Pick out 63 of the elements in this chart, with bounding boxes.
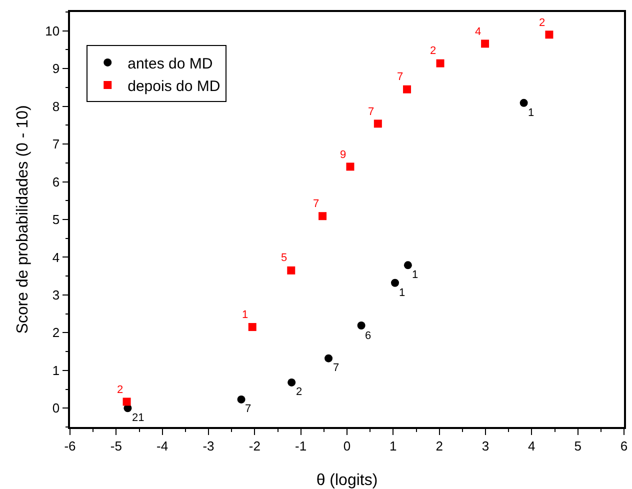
x-tick-label: -1 — [295, 438, 307, 454]
point — [288, 378, 296, 386]
point — [248, 323, 256, 332]
point — [391, 278, 400, 287]
y-tick-label: 9 — [52, 61, 60, 76]
x-tick-label: 6 — [620, 438, 628, 454]
annotation: 1 — [412, 269, 418, 281]
annotation: 5 — [281, 252, 288, 264]
point — [404, 261, 412, 270]
point — [346, 162, 354, 171]
point — [287, 266, 296, 274]
point — [357, 322, 366, 330]
annotation: 6 — [365, 330, 372, 342]
y-tick-label: 8 — [52, 98, 60, 114]
point — [403, 85, 412, 94]
annotation: 7 — [313, 198, 320, 210]
point — [545, 30, 554, 39]
x-tick-label: 2 — [436, 438, 443, 454]
y-tick-label: 6 — [52, 174, 60, 190]
x-tick-label: -2 — [248, 438, 260, 454]
point — [481, 40, 490, 48]
x-axis-title: θ (logits) — [316, 472, 378, 489]
y-tick-label: 2 — [52, 325, 60, 340]
y-tick-label: 4 — [52, 250, 60, 265]
x-tick-label: -6 — [64, 438, 76, 454]
point — [374, 120, 382, 128]
annotation: 2 — [117, 384, 124, 396]
y-tick-label: 1 — [52, 362, 60, 378]
y-tick-label: 10 — [45, 23, 60, 38]
x-tick-label: -5 — [110, 438, 122, 454]
annotation: 1 — [242, 309, 248, 321]
y-tick-label: 7 — [52, 136, 60, 152]
annotation: 7 — [368, 106, 374, 118]
annotation: 2 — [539, 17, 546, 29]
annotation: 2 — [296, 386, 302, 398]
x-tick-label: -3 — [202, 438, 214, 454]
y-tick-label: 0 — [52, 400, 60, 416]
y-axis-title: Score de probabilidades (0 - 10) — [14, 105, 32, 334]
x-tick-label: 4 — [528, 438, 536, 454]
point — [520, 98, 528, 107]
point — [318, 212, 327, 220]
x-tick-label: 0 — [343, 438, 351, 454]
point — [324, 354, 333, 362]
point — [436, 59, 444, 68]
annotation: 4 — [475, 26, 482, 38]
annotation: 1 — [399, 287, 406, 299]
annotation: 7 — [333, 362, 340, 374]
annotation: 21 — [132, 412, 144, 424]
annotation: 9 — [340, 149, 346, 161]
annotation: 2 — [430, 45, 436, 57]
x-tick-label: 5 — [574, 438, 582, 454]
x-tick-label: 1 — [390, 438, 397, 454]
x-tick-label: -4 — [156, 438, 168, 454]
point — [237, 395, 246, 404]
annotation: 7 — [245, 403, 252, 415]
legend-label: depois do MD — [128, 78, 220, 95]
point — [122, 398, 131, 406]
annotation: 1 — [528, 107, 534, 119]
y-tick-label: 3 — [52, 288, 60, 302]
annotation: 7 — [397, 71, 404, 83]
x-tick-label: 3 — [482, 438, 490, 454]
legend-label: antes do MD — [128, 55, 213, 72]
y-tick-label: 5 — [52, 212, 60, 228]
